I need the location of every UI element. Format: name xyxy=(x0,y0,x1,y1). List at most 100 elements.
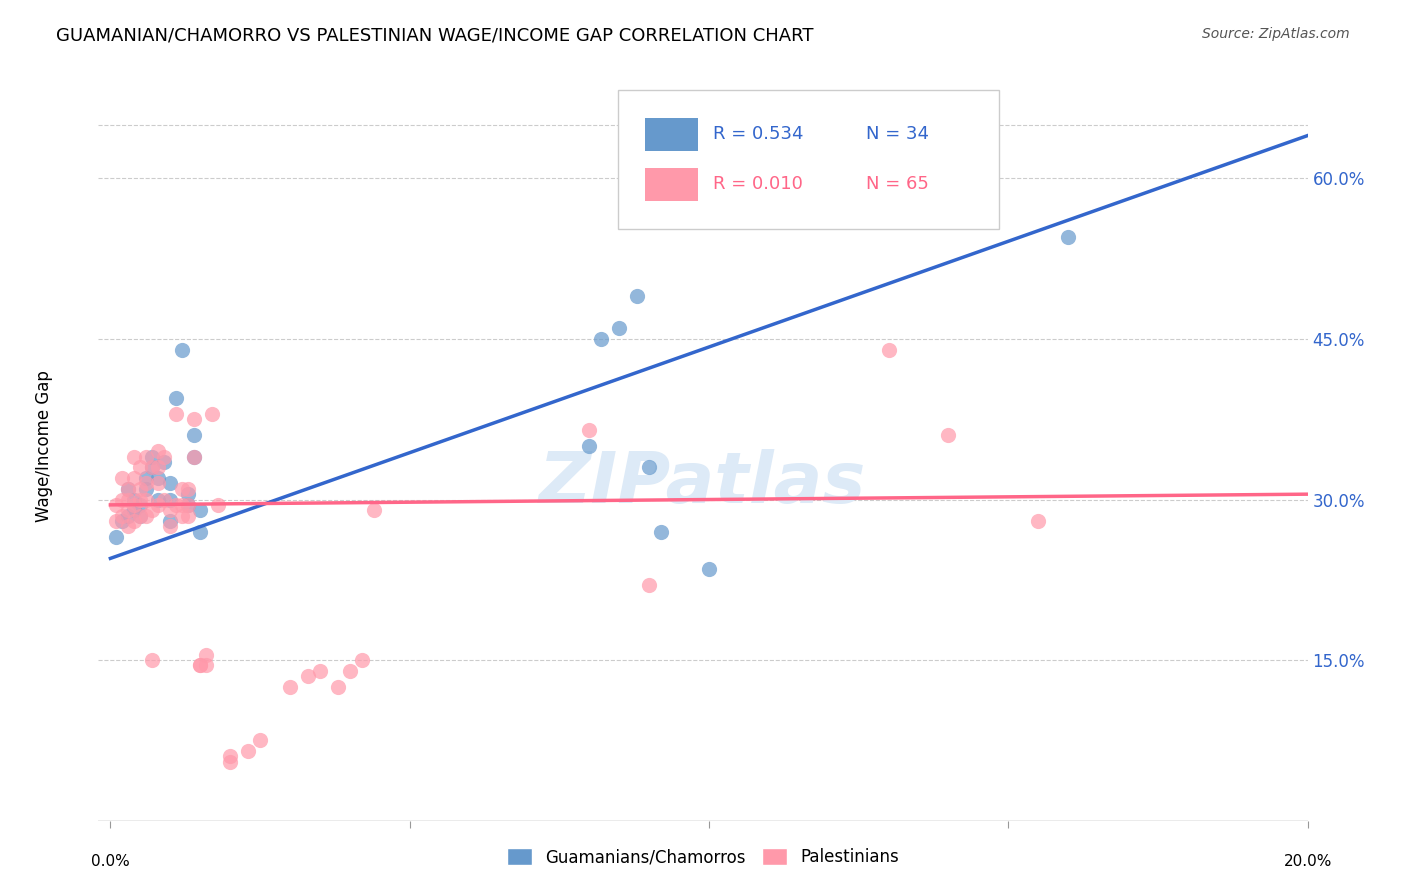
Point xyxy=(117,482,139,496)
Point xyxy=(124,498,146,512)
Point xyxy=(578,423,600,437)
Point xyxy=(159,476,181,491)
Point xyxy=(153,492,176,507)
Point xyxy=(148,476,170,491)
Point xyxy=(607,321,630,335)
Point xyxy=(1026,514,1049,528)
Point xyxy=(219,755,242,769)
Point xyxy=(172,343,194,357)
Text: Wage/Income Gap: Wage/Income Gap xyxy=(35,370,53,522)
Point xyxy=(638,578,661,592)
Point xyxy=(111,471,134,485)
Point xyxy=(177,487,200,501)
Point xyxy=(159,503,181,517)
Point xyxy=(697,128,720,143)
Point xyxy=(201,407,224,421)
Point xyxy=(129,508,152,523)
Point xyxy=(105,514,128,528)
Point xyxy=(117,519,139,533)
Point xyxy=(135,471,157,485)
Point xyxy=(363,503,385,517)
Point xyxy=(148,444,170,458)
Point xyxy=(309,664,332,678)
Point xyxy=(219,749,242,764)
Point xyxy=(165,391,187,405)
Point xyxy=(183,450,205,464)
Text: Source: ZipAtlas.com: Source: ZipAtlas.com xyxy=(1202,27,1350,41)
Point xyxy=(117,503,139,517)
Text: ZIPatlas: ZIPatlas xyxy=(540,449,866,518)
Point xyxy=(129,498,152,512)
Point xyxy=(141,503,163,517)
Point xyxy=(183,450,205,464)
Point xyxy=(148,492,170,507)
Point xyxy=(141,460,163,475)
Text: R = 0.534: R = 0.534 xyxy=(713,125,803,143)
Point xyxy=(650,524,672,539)
Point xyxy=(177,498,200,512)
Point xyxy=(207,498,229,512)
Point xyxy=(350,653,373,667)
Point xyxy=(124,492,146,507)
Point xyxy=(638,460,661,475)
Point xyxy=(938,428,960,442)
Text: N = 34: N = 34 xyxy=(866,125,929,143)
Point xyxy=(877,343,900,357)
Text: 0.0%: 0.0% xyxy=(91,855,129,870)
Point xyxy=(339,664,361,678)
Point xyxy=(1057,230,1080,244)
Point xyxy=(135,476,157,491)
Point xyxy=(188,503,211,517)
Point xyxy=(177,482,200,496)
Point xyxy=(183,428,205,442)
Point xyxy=(249,733,271,747)
Point xyxy=(141,460,163,475)
Text: N = 65: N = 65 xyxy=(866,175,929,193)
Point xyxy=(117,508,139,523)
Point xyxy=(578,439,600,453)
Point xyxy=(124,471,146,485)
Point xyxy=(177,498,200,512)
Text: R = 0.010: R = 0.010 xyxy=(713,175,803,193)
Point xyxy=(159,514,181,528)
Point xyxy=(141,450,163,464)
Point xyxy=(195,648,218,662)
Point xyxy=(124,450,146,464)
Point xyxy=(326,680,349,694)
Text: 20.0%: 20.0% xyxy=(1284,855,1331,870)
Point xyxy=(111,492,134,507)
Point xyxy=(165,407,187,421)
Point xyxy=(148,498,170,512)
Point xyxy=(117,492,139,507)
Point xyxy=(153,455,176,469)
Point xyxy=(697,562,720,576)
Point xyxy=(141,653,163,667)
Point xyxy=(183,412,205,426)
FancyBboxPatch shape xyxy=(619,90,1000,228)
Point xyxy=(129,482,152,496)
Point xyxy=(105,498,128,512)
Point xyxy=(135,492,157,507)
Point xyxy=(111,508,134,523)
Point xyxy=(111,514,134,528)
Point xyxy=(172,508,194,523)
Point xyxy=(129,492,152,507)
Point xyxy=(129,460,152,475)
Point xyxy=(148,471,170,485)
Point xyxy=(188,658,211,673)
Point xyxy=(135,482,157,496)
Point xyxy=(117,482,139,496)
Point xyxy=(105,530,128,544)
Point xyxy=(135,508,157,523)
Point xyxy=(297,669,319,683)
Point xyxy=(153,450,176,464)
Point xyxy=(177,508,200,523)
Point xyxy=(135,450,157,464)
Point xyxy=(591,332,613,346)
Point xyxy=(172,498,194,512)
FancyBboxPatch shape xyxy=(645,118,699,151)
Point xyxy=(165,498,187,512)
FancyBboxPatch shape xyxy=(645,168,699,201)
Text: GUAMANIAN/CHAMORRO VS PALESTINIAN WAGE/INCOME GAP CORRELATION CHART: GUAMANIAN/CHAMORRO VS PALESTINIAN WAGE/I… xyxy=(56,27,814,45)
Point xyxy=(124,514,146,528)
